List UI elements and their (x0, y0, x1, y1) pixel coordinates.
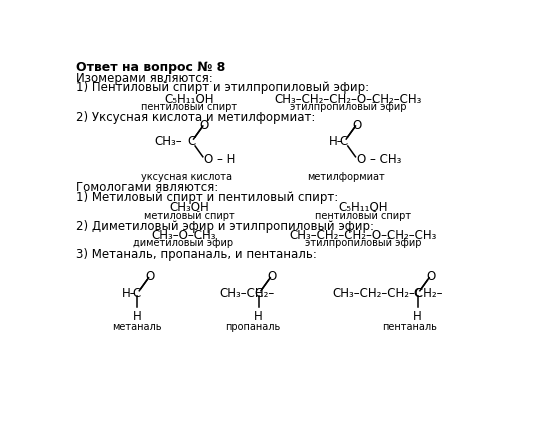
Text: Изомерами являются:: Изомерами являются: (76, 72, 213, 85)
Text: H–: H– (122, 287, 136, 300)
Text: CH₃–: CH₃– (154, 135, 182, 148)
Text: пропаналь: пропаналь (225, 322, 280, 332)
Text: H: H (133, 310, 141, 323)
Text: CH₃–O–CH₃: CH₃–O–CH₃ (151, 229, 216, 242)
Text: этилпропиловый эфир: этилпропиловый эфир (305, 238, 421, 248)
Text: O – CH₃: O – CH₃ (357, 153, 401, 166)
Text: Гомологами являются:: Гомологами являются: (76, 181, 219, 195)
Text: O: O (200, 119, 209, 132)
Text: метиловый спирт: метиловый спирт (144, 210, 234, 221)
Text: C: C (187, 135, 195, 148)
Text: этилпропиловый эфир: этилпропиловый эфир (289, 102, 406, 112)
Text: метилформиат: метилформиат (307, 172, 385, 182)
Text: C₅H₁₁OH: C₅H₁₁OH (338, 201, 388, 214)
Text: H–: H– (328, 135, 343, 148)
Text: 1) Пентиловый спирт и этилпропиловый эфир:: 1) Пентиловый спирт и этилпропиловый эфи… (76, 81, 370, 94)
Text: пентиловый спирт: пентиловый спирт (141, 102, 237, 112)
Text: O: O (353, 119, 362, 132)
Text: CH₃–CH₂–CH₂–O–CH₂–CH₃: CH₃–CH₂–CH₂–O–CH₂–CH₃ (289, 229, 437, 242)
Text: C: C (133, 287, 141, 300)
Text: диметиловый эфир: диметиловый эфир (134, 238, 234, 248)
Text: C: C (255, 287, 263, 300)
Text: CH₃OH: CH₃OH (169, 201, 209, 214)
Text: метаналь: метаналь (112, 322, 162, 332)
Text: O – H: O – H (205, 153, 236, 166)
Text: H: H (413, 310, 422, 323)
Text: O: O (267, 269, 277, 282)
Text: 3) Метаналь, пропаналь, и пентаналь:: 3) Метаналь, пропаналь, и пентаналь: (76, 248, 317, 261)
Text: H: H (254, 310, 263, 323)
Text: C₅H₁₁OH: C₅H₁₁OH (164, 93, 213, 106)
Text: пентиловый спирт: пентиловый спирт (315, 210, 411, 221)
Text: 2) Уксусная кислота и метилформиат:: 2) Уксусная кислота и метилформиат: (76, 111, 316, 124)
Text: 1) Метиловый спирт и пентиловый спирт:: 1) Метиловый спирт и пентиловый спирт: (76, 191, 339, 204)
Text: Ответ на вопрос № 8: Ответ на вопрос № 8 (76, 61, 226, 74)
Text: CH₃–CH₂–CH₂–CH₂–: CH₃–CH₂–CH₂–CH₂– (332, 287, 443, 300)
Text: O: O (426, 269, 435, 282)
Text: C: C (414, 287, 422, 300)
Text: уксусная кислота: уксусная кислота (141, 172, 232, 182)
Text: CH₃–CH₂–CH₂–O–CH₂–CH₃: CH₃–CH₂–CH₂–O–CH₂–CH₃ (274, 93, 421, 106)
Text: пентаналь: пентаналь (382, 322, 437, 332)
Text: CH₃–CH₂–: CH₃–CH₂– (220, 287, 275, 300)
Text: 2) Диметиловый эфир и этилпропиловый эфир:: 2) Диметиловый эфир и этилпропиловый эфи… (76, 220, 375, 233)
Text: C: C (340, 135, 348, 148)
Text: O: O (146, 269, 155, 282)
